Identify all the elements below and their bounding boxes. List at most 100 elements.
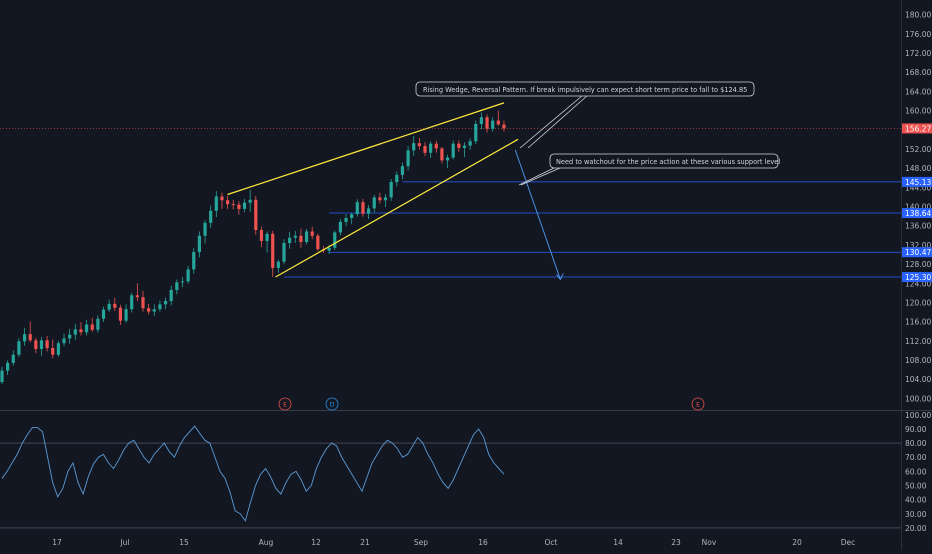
price-tick-label: 136.00 — [905, 222, 931, 231]
price-tick-label: 112.00 — [905, 337, 931, 346]
date-tick-label: Sep — [414, 538, 428, 547]
annotation-box — [415, 81, 755, 97]
candle-body — [169, 289, 173, 302]
price-tick-label: 180.00 — [905, 11, 931, 20]
date-tick-label: 16 — [478, 538, 488, 547]
oscillator-tick-label: 60.00 — [905, 467, 927, 476]
event-marker-label: E — [283, 402, 287, 409]
candle-body — [417, 143, 421, 147]
candle-body — [479, 117, 483, 124]
date-tick-label: Dec — [841, 538, 856, 547]
candle-body — [124, 309, 128, 321]
candle-body — [265, 233, 269, 242]
price-tick-label: 120.00 — [905, 298, 931, 307]
candle-body — [158, 304, 162, 310]
event-marker — [278, 397, 292, 411]
candle-body — [378, 197, 382, 201]
candle-body — [118, 307, 123, 321]
oscillator-line — [1, 425, 505, 522]
candle-body — [175, 282, 179, 290]
candle-body — [271, 233, 275, 268]
candle-body — [434, 143, 438, 149]
candle-body — [22, 334, 27, 342]
price-tick-label: 160.00 — [905, 107, 931, 116]
oscillator-tick-label: 20.00 — [905, 524, 927, 533]
date-tick-label: 12 — [311, 538, 321, 547]
wedge-lower-line — [275, 138, 519, 278]
candle-body — [474, 123, 478, 142]
last-price-badge — [902, 123, 932, 134]
candle-body — [6, 362, 10, 371]
candle-body — [338, 221, 342, 233]
event-marker-label: E — [696, 402, 700, 409]
candle-body — [350, 214, 354, 219]
support-level-label: 145.13 — [905, 178, 931, 187]
candle-body — [502, 124, 506, 129]
annotation-text: Rising Wedge, Reversal Pattern. If break… — [423, 86, 747, 94]
date-tick-label: 23 — [671, 538, 681, 547]
candle-body — [62, 338, 66, 344]
candle-body — [214, 196, 218, 211]
candle-body — [372, 197, 376, 209]
candle-body — [310, 231, 314, 236]
support-level-label: 130.47 — [905, 248, 931, 257]
candle-body — [85, 324, 89, 333]
annotation-box — [549, 153, 779, 169]
date-tick-label: 14 — [613, 538, 623, 547]
candle-body — [28, 334, 32, 341]
candle-body — [406, 150, 410, 167]
candle-body — [304, 231, 309, 243]
support-level-label: 125.30 — [905, 273, 931, 282]
candle-body — [327, 247, 331, 251]
candle-body — [141, 297, 145, 309]
price-tick-label: 168.00 — [905, 68, 931, 77]
support-level-badge — [902, 272, 932, 283]
candle-body — [34, 340, 38, 349]
candle-body — [0, 370, 4, 383]
candle-body — [254, 199, 258, 231]
candle-body — [197, 235, 201, 253]
candle-body — [496, 120, 500, 125]
candle-body — [491, 120, 495, 129]
candle-body — [344, 218, 348, 222]
callout-pointer — [519, 94, 584, 149]
candle-body — [383, 197, 388, 201]
candle-body — [395, 174, 399, 183]
candle-body — [440, 148, 444, 161]
price-tick-label: 124.00 — [905, 279, 931, 288]
price-tick-label: 176.00 — [905, 30, 931, 39]
price-tick-label: 148.00 — [905, 164, 931, 173]
price-tick-label: 140.00 — [905, 203, 931, 212]
candle-body — [451, 143, 455, 158]
candle-body — [113, 303, 117, 308]
price-tick-label: 128.00 — [905, 260, 931, 269]
date-tick-label: 17 — [52, 538, 62, 547]
candle-body — [429, 143, 433, 153]
event-marker — [691, 397, 705, 411]
candle-body — [299, 235, 303, 243]
candle-body — [237, 204, 241, 209]
oscillator-tick-label: 80.00 — [905, 439, 927, 448]
oscillator-tick-label: 30.00 — [905, 510, 927, 519]
event-marker-label: D — [330, 402, 335, 409]
date-tick-label: 20 — [792, 538, 802, 547]
oscillator-tick-label: 90.00 — [905, 425, 927, 434]
oscillator-tick-label: 100.00 — [905, 411, 931, 420]
oscillator-tick-label: 70.00 — [905, 453, 927, 462]
candle-body — [248, 199, 252, 203]
candle-body — [192, 252, 196, 270]
candle-body — [203, 222, 207, 236]
candle-body — [462, 145, 467, 148]
date-tick-label: Aug — [259, 538, 274, 547]
candle-body — [186, 269, 190, 282]
candle-body — [288, 237, 292, 243]
support-level-badge — [902, 176, 932, 187]
candle-body — [68, 334, 72, 339]
candle-body — [73, 329, 77, 335]
candle-body — [276, 261, 280, 268]
candle-body — [11, 354, 15, 363]
candle-body — [282, 242, 286, 262]
price-tick-label: 104.00 — [905, 375, 931, 384]
